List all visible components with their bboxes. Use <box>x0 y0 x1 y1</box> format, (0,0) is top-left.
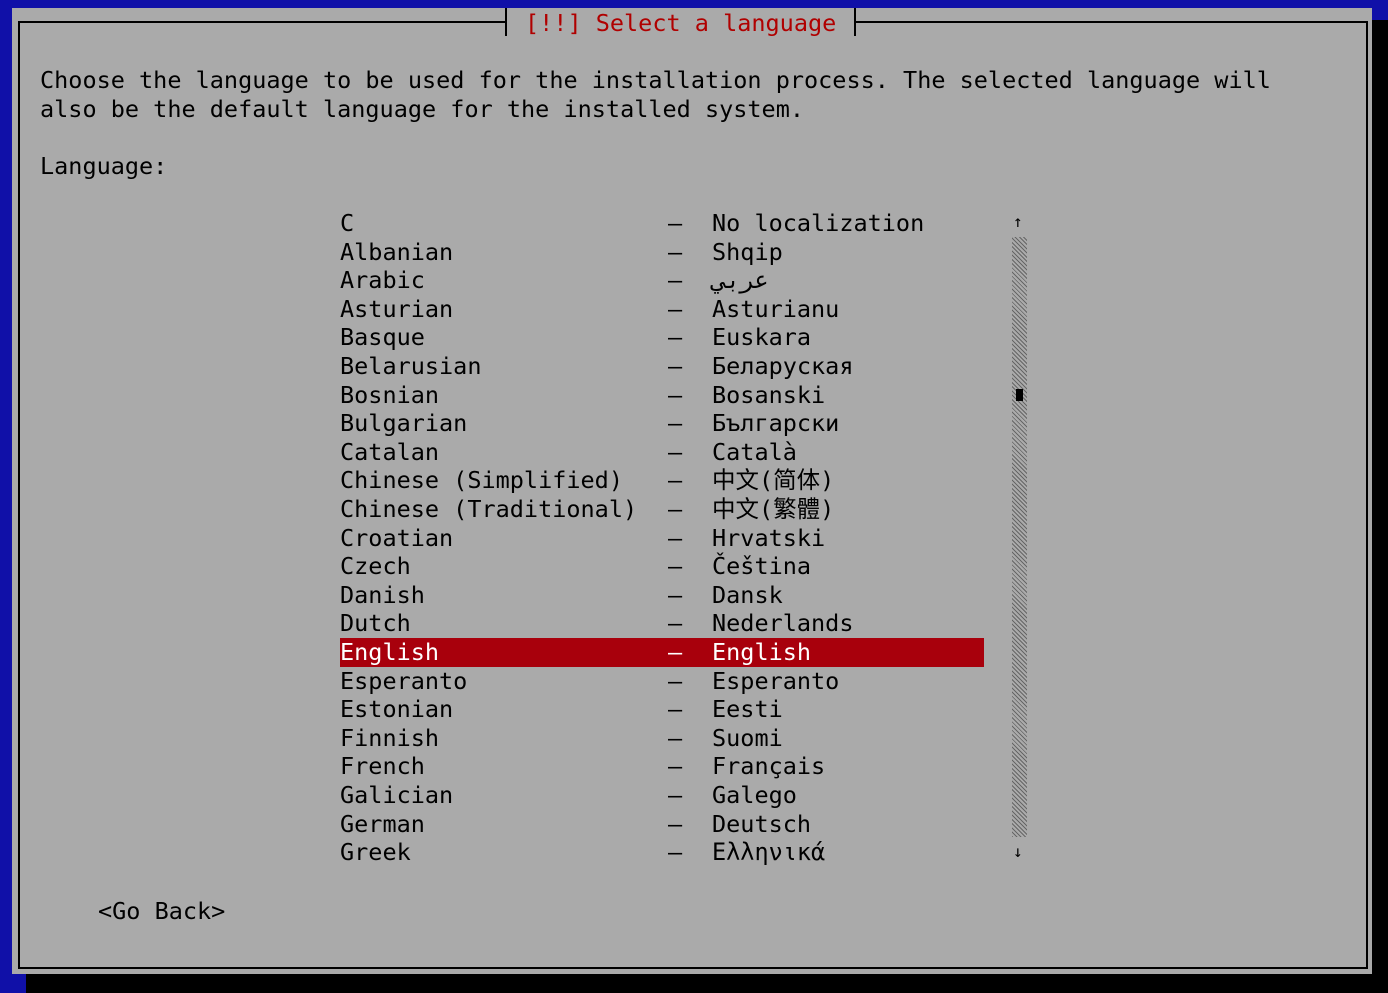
language-name: Dutch <box>340 609 411 638</box>
language-row[interactable] <box>340 266 984 295</box>
native-name: No localization <box>712 209 925 237</box>
separator: – <box>668 609 683 638</box>
language-name: Esperanto <box>340 666 468 695</box>
separator: – <box>668 809 683 838</box>
language-name: Catalan <box>340 437 440 466</box>
language-name: Czech <box>340 552 411 581</box>
native-name: Čeština <box>712 552 812 581</box>
separator: – <box>668 466 683 495</box>
separator: – <box>668 237 683 266</box>
dialog-title: [!!] Select a language <box>505 8 857 37</box>
language-name: Arabic <box>340 266 425 295</box>
language-row[interactable] <box>340 838 984 867</box>
language-name: Asturian <box>340 294 454 323</box>
language-name: Albanian <box>340 237 454 266</box>
language-name: Galician <box>340 781 454 809</box>
separator: – <box>668 380 683 409</box>
language-name: Belarusian <box>340 352 482 380</box>
language-name: Finnish <box>340 723 440 752</box>
language-name: C <box>340 209 355 237</box>
separator: – <box>668 752 683 781</box>
dialog <box>12 8 1372 974</box>
separator: – <box>668 723 683 752</box>
description: Choose the language to be used for the i… <box>40 66 1271 94</box>
language-name: English <box>340 638 440 666</box>
separator: – <box>668 523 683 552</box>
native-name: Deutsch <box>712 809 812 838</box>
native-name: Shqip <box>712 237 783 266</box>
language-name: Chinese (Simplified) <box>340 466 623 495</box>
native-name: Esperanto <box>712 666 840 695</box>
language-row[interactable] <box>340 638 984 667</box>
language-row[interactable] <box>340 323 984 352</box>
separator: – <box>668 552 683 581</box>
language-name: Danish <box>340 580 425 609</box>
language-name: Bosnian <box>340 380 440 409</box>
separator: – <box>668 695 683 724</box>
native-name: Euskara <box>712 323 812 352</box>
native-name: Català <box>712 437 797 466</box>
native-name: Беларуская <box>712 352 854 380</box>
separator: – <box>668 781 683 809</box>
list-label: Language: <box>40 152 168 180</box>
language-name: French <box>340 752 425 781</box>
separator: – <box>668 495 683 523</box>
language-row[interactable] <box>340 752 984 781</box>
separator: – <box>668 838 683 867</box>
native-name: Français <box>712 752 826 781</box>
separator: – <box>668 409 683 438</box>
language-name: Estonian <box>340 695 454 724</box>
native-name: Български <box>712 409 840 438</box>
native-name: Ελληνικά <box>712 838 826 867</box>
language-name: Bulgarian <box>340 409 468 438</box>
native-name: Galego <box>712 781 797 809</box>
native-name: 中文(繁體) <box>712 495 835 523</box>
separator: – <box>668 266 683 295</box>
native-name: Suomi <box>712 723 783 752</box>
native-name: عربي <box>712 266 769 295</box>
native-name: Eesti <box>712 695 783 724</box>
language-name: Greek <box>340 838 411 867</box>
language-name: German <box>340 809 425 838</box>
language-name: Basque <box>340 323 425 352</box>
language-row[interactable] <box>340 581 984 610</box>
scrollbar-track <box>1012 237 1027 837</box>
separator: – <box>668 666 683 695</box>
separator: – <box>668 352 683 380</box>
native-name: 中文(简体) <box>712 466 835 495</box>
language-row[interactable] <box>340 609 984 638</box>
native-name: Nederlands <box>712 609 854 638</box>
separator: – <box>668 209 683 237</box>
scroll-up-arrow: ↑ <box>1013 212 1023 231</box>
separator: – <box>668 580 683 609</box>
native-name: Bosanski <box>712 380 826 409</box>
separator: – <box>668 294 683 323</box>
native-name: Dansk <box>712 580 783 609</box>
separator: – <box>668 638 683 666</box>
separator: – <box>668 323 683 352</box>
language-name: Croatian <box>340 523 454 552</box>
go-back-button[interactable]: <Go Back> <box>98 897 226 925</box>
native-name: English <box>712 638 812 666</box>
scrollbar-thumb <box>1016 389 1023 401</box>
scroll-down-arrow: ↓ <box>1013 842 1023 861</box>
native-name: Asturianu <box>712 294 840 323</box>
language-row[interactable] <box>340 810 984 839</box>
description: also be the default language for the ins… <box>40 95 805 123</box>
native-name: Hrvatski <box>712 523 826 552</box>
separator: – <box>668 437 683 466</box>
language-name: Chinese (Traditional) <box>340 495 638 523</box>
language-row[interactable] <box>340 552 984 581</box>
